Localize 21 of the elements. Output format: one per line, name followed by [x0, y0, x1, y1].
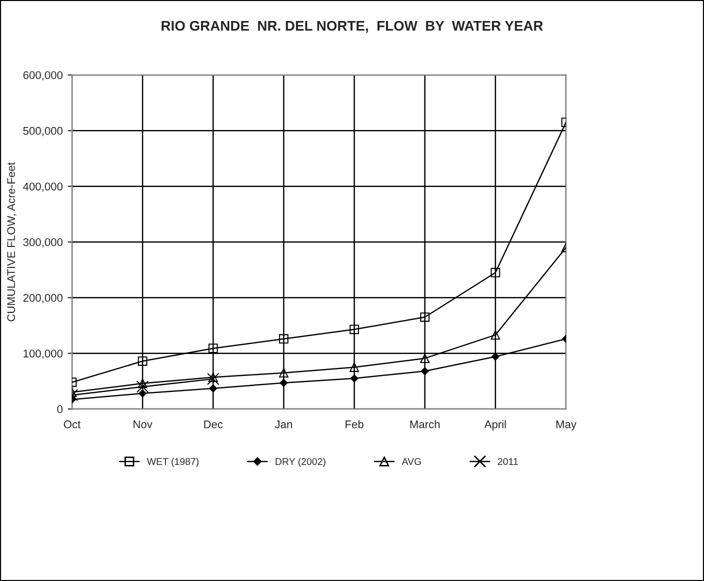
chart-title: RIO GRANDE NR. DEL NORTE, FLOW BY WATER YEAR	[162, 20, 543, 33]
legend-label: DRY (2002)	[276, 458, 326, 467]
x-tick-label: Jan	[274, 420, 292, 428]
y-axis-title: CUMULATIVE FLOW, Acre-Feet	[7, 162, 16, 322]
legend-label: 2011	[498, 458, 518, 465]
y-tick-label: 600,000	[23, 71, 63, 80]
y-tick-label: 300,000	[23, 238, 63, 248]
x-tick-label: April	[484, 420, 506, 430]
y-tick-label: 200,000	[23, 294, 63, 304]
y-tick-label: 100,000	[24, 350, 63, 359]
y-tick-label: 0	[57, 405, 63, 414]
x-tick-label: Dec	[204, 420, 223, 428]
legend-label: WET (1987)	[146, 458, 199, 467]
x-tick-label: May	[556, 420, 576, 430]
y-tick-label: 500,000	[23, 126, 63, 136]
x-tick-label: Oct	[64, 420, 81, 428]
legend-label: AVG	[402, 458, 421, 465]
y-tick-label: 400,000	[23, 182, 63, 192]
x-tick-label: March	[410, 420, 440, 428]
x-tick-label: Nov	[134, 420, 152, 428]
x-tick-label: Feb	[346, 420, 364, 428]
